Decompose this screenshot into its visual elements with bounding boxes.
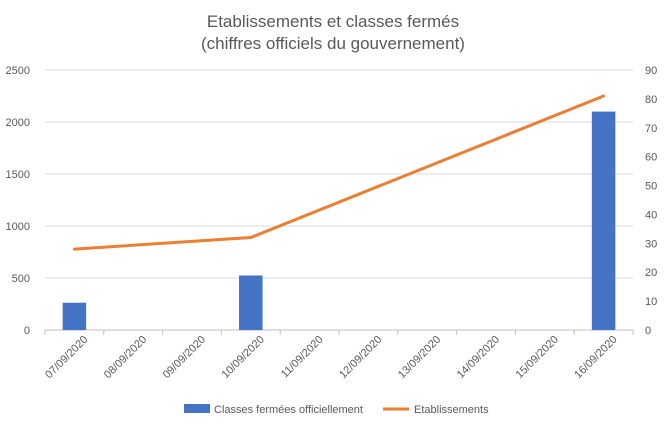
right-axis-tick-label: 30 [645, 238, 657, 250]
x-axis-tick-label: 11/09/2020 [279, 334, 326, 381]
x-axis-tick-label: 14/09/2020 [455, 334, 502, 381]
left-axis-tick-label: 500 [12, 273, 30, 285]
x-axis-tick-label: 12/09/2020 [337, 334, 384, 381]
legend-bar-label: Classes fermées officiellement [214, 404, 363, 416]
x-axis-tick-label: 13/09/2020 [396, 334, 443, 381]
right-axis-tick-label: 90 [645, 65, 657, 77]
chart-subtitle: (chiffres officiels du gouvernement) [201, 34, 465, 53]
right-axis-tick-label: 60 [645, 152, 657, 164]
legend-line-label: Etablissements [414, 404, 489, 416]
x-axis-tick-label: 07/09/2020 [43, 334, 90, 381]
left-axis-tick-label: 2000 [6, 117, 30, 129]
bar [592, 112, 616, 330]
axes [45, 330, 633, 335]
x-axis-tick-label: 09/09/2020 [161, 334, 208, 381]
chart-title: Etablissements et classes fermés [207, 12, 459, 31]
right-axis-tick-label: 0 [645, 325, 651, 337]
left-axis-tick-label: 2500 [6, 65, 30, 77]
legend-bar-swatch [184, 404, 210, 413]
x-axis-tick-label: 15/09/2020 [514, 334, 561, 381]
right-axis-tick-label: 50 [645, 181, 657, 193]
gridlines [45, 70, 633, 278]
left-axis-tick-label: 1000 [6, 221, 30, 233]
right-axis-tick-label: 70 [645, 123, 657, 135]
bar [63, 303, 87, 330]
left-axis-tick-label: 0 [24, 325, 30, 337]
left-axis-tick-label: 1500 [6, 169, 30, 181]
right-axis-tick-label: 10 [645, 296, 657, 308]
x-axis-tick-label: 08/09/2020 [102, 334, 149, 381]
bar [239, 276, 263, 330]
right-axis-tick-label: 40 [645, 209, 657, 221]
legend: Classes fermées officiellement Etablissem… [184, 404, 489, 416]
x-axis-tick-label: 10/09/2020 [220, 334, 267, 381]
right-axis-tick-label: 20 [645, 267, 657, 279]
right-axis-tick-label: 80 [645, 94, 657, 106]
x-axis-tick-label: 16/09/2020 [572, 334, 619, 381]
bar-series [63, 112, 616, 330]
